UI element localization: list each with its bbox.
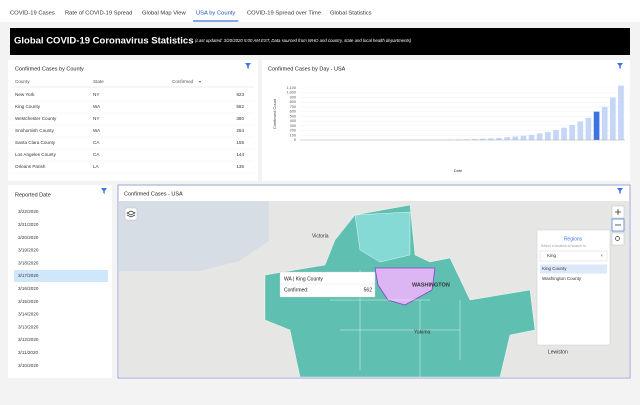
bar[interactable] [545,132,551,140]
y-tick-label: 300 [290,124,296,128]
column-header[interactable]: State [93,79,104,84]
bar[interactable] [496,138,502,140]
date-item[interactable]: 3/20/2020 [18,235,39,240]
table-cell: Los Angeles County [15,152,57,157]
column-header[interactable]: Confirmed [172,79,194,84]
regions-hint: Select a location to search in [541,244,586,248]
date-item[interactable]: 3/15/2020 [18,299,39,304]
y-tick-label: 1,100 [286,86,296,90]
panel-title: Confirmed Cases - USA [124,191,183,197]
date-item[interactable]: 3/18/2020 [18,260,39,265]
date-item[interactable]: 3/12/2020 [18,337,39,342]
table-cell: 254 [236,128,244,133]
layers-button[interactable] [125,208,137,220]
date-item[interactable]: 3/21/2020 [18,222,39,227]
table-cell: King County [15,104,41,109]
y-tick-label: 600 [290,110,296,114]
date-item[interactable]: 3/14/2020 [18,312,39,317]
y-tick-label: 400 [290,119,296,123]
tab[interactable]: Rate of COVID-19 Spread [65,11,132,17]
tooltip-label: Confirmed: [284,287,308,293]
bar[interactable] [512,136,518,140]
regions-title: Regions [564,236,583,242]
tab[interactable]: USA by County [196,11,235,17]
bar[interactable] [577,122,583,140]
search-query[interactable]: King [547,253,557,258]
bar[interactable] [537,133,543,140]
bar[interactable] [610,97,616,140]
tab[interactable]: Global Map View [142,11,187,17]
panel-title: Confirmed Cases by County [15,66,84,72]
region-result[interactable]: Washington County [542,276,582,281]
sort-indicator: ▾ [199,79,201,84]
banner-subtitle: (Last updated: 3/20/2020 5:00 AM EST, Da… [195,38,412,43]
region-result[interactable]: King County [542,266,567,271]
tab[interactable]: Global Statistics [330,11,372,17]
y-tick-label: 500 [290,114,296,118]
date-item[interactable]: 3/19/2020 [18,248,39,253]
table-cell: New York [15,92,35,97]
table-cell: LA [93,164,100,169]
bar[interactable] [521,136,527,140]
table-cell: 155 [236,140,244,145]
x-axis-label: Date [454,168,463,173]
bar[interactable] [561,128,567,140]
date-item[interactable]: 3/10/2020 [18,363,39,368]
y-tick-label: 700 [290,105,296,109]
chart-title: Confirmed Cases by Day - USA [268,66,346,72]
map-label: Victoria [312,233,329,239]
tooltip-title: WA | King County [284,276,323,282]
banner-title: Global COVID-19 Coronavirus Statistics [14,36,194,47]
table-cell: 380 [236,116,244,121]
bar[interactable] [586,118,592,140]
table-cell: Westchester County [15,116,57,121]
tab[interactable]: COVID-19 Cases [10,11,55,17]
date-item[interactable]: 3/17/2020 [18,273,39,278]
bar[interactable] [569,125,575,140]
table-cell: Santa Clara County [15,140,56,145]
table-cell: WA [93,128,101,133]
map-label: WASHINGTON [412,282,450,288]
date-item[interactable]: 3/16/2020 [18,286,39,291]
chart-panel [262,60,630,181]
date-item[interactable]: 3/13/2020 [18,324,39,329]
panel-title: Reported Date [15,192,51,198]
y-tick-label: 900 [290,95,296,99]
bar[interactable] [529,135,535,140]
bar[interactable] [594,112,600,140]
table-cell: CA [93,140,100,145]
y-tick-label: 1,000 [286,91,296,95]
table-cell: NY [93,116,99,121]
search-button[interactable] [612,233,624,245]
bar[interactable] [488,138,494,140]
table-cell: Orleans Parish [15,164,46,169]
bar[interactable] [553,130,559,140]
clear-icon[interactable]: × [600,253,603,258]
bar[interactable] [618,86,624,140]
column-header[interactable]: County [15,79,30,84]
table-cell: 136 [236,164,244,169]
table-cell: 562 [236,104,244,109]
date-item[interactable]: 3/11/2020 [18,350,39,355]
bar[interactable] [504,137,510,140]
bar[interactable] [602,107,608,140]
table-cell: 923 [236,92,244,97]
y-tick-label: 200 [290,129,296,133]
table-cell: WA [93,104,101,109]
tab[interactable]: COVID-19 Spread over Time [247,11,321,17]
table-cell: CA [93,152,100,157]
table-cell: 144 [236,152,244,157]
table-cell: Snohomish County [15,128,55,133]
y-axis-label: Confirmed Count [272,98,277,129]
y-tick-label: 0 [294,138,296,142]
y-tick-label: 800 [290,100,296,104]
tooltip-value: 562 [364,287,373,293]
table-cell: NY [93,92,99,97]
map-label: Yakima [414,329,431,335]
date-item[interactable]: 3/22/2020 [18,209,39,214]
y-tick-label: 100 [290,133,296,137]
map-label: Lewiston [548,349,568,355]
